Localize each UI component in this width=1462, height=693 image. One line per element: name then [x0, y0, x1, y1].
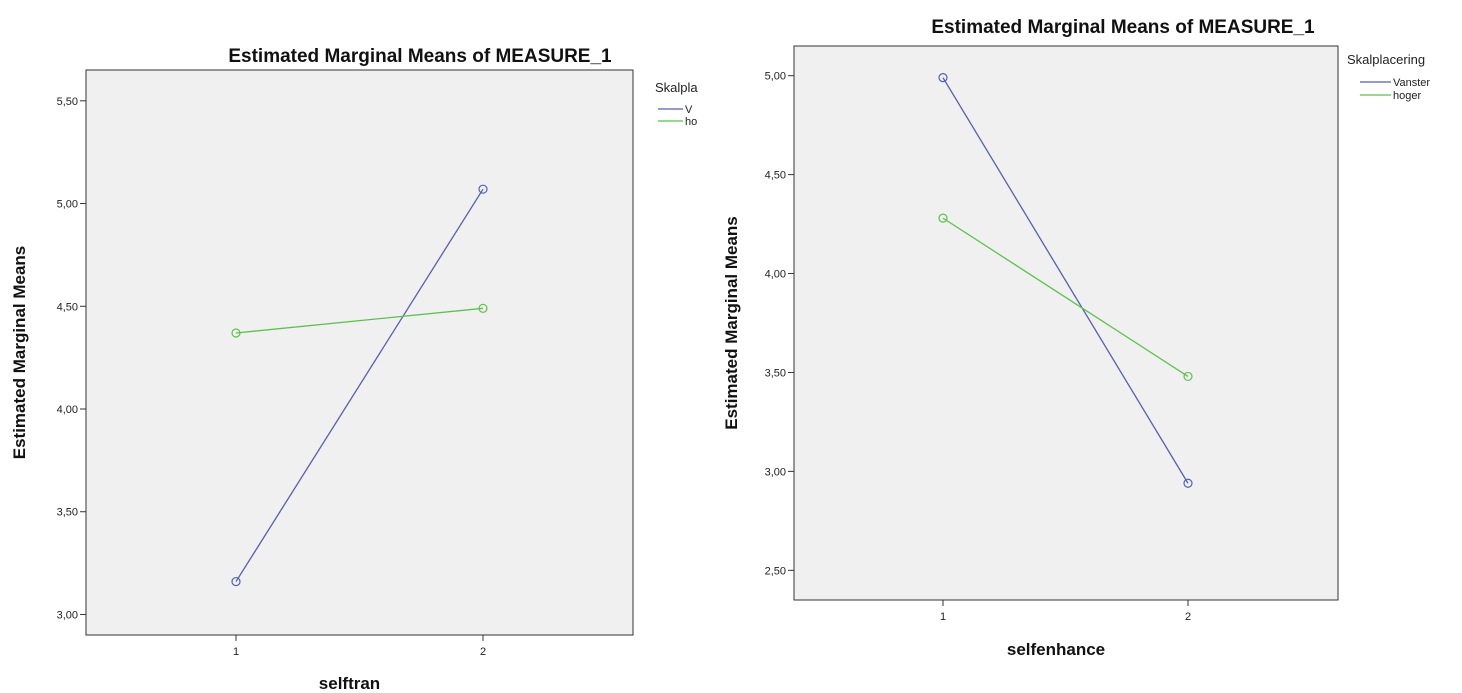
x-tick-label: 2	[480, 646, 486, 658]
data-point	[231, 576, 241, 587]
y-tick-label: 4,00	[57, 404, 78, 416]
y-tick-label: 5,00	[765, 71, 786, 83]
data-point	[938, 213, 948, 223]
y-tick-label: 3,50	[57, 507, 78, 519]
x-axis-title: selfenhance	[1007, 640, 1105, 659]
data-point	[231, 328, 241, 338]
legend: Skalpla Vho	[655, 80, 698, 128]
y-axis-title: Estimated Marginal Means	[10, 246, 29, 460]
x-axis-title: selftran	[319, 674, 380, 693]
series-line-2	[942, 217, 1189, 377]
y-tick-label: 4,50	[765, 170, 786, 182]
y-tick-label: 3,50	[765, 367, 786, 379]
data-point	[1183, 478, 1193, 488]
y-tick-label: 2,50	[765, 565, 786, 577]
data-point	[478, 303, 488, 313]
y-tick-label: 3,00	[765, 466, 786, 478]
legend-title: Skalplacering	[1347, 52, 1425, 67]
y-tick-label: 4,50	[57, 301, 78, 313]
y-tick-label: 5,00	[57, 199, 78, 211]
legend-label: Vanster	[1393, 77, 1430, 89]
series-line-1	[235, 188, 484, 582]
plot-area	[793, 45, 1339, 601]
series-line-1	[942, 77, 1189, 484]
x-tick-label: 1	[940, 611, 946, 623]
y-axis-title: Estimated Marginal Means	[722, 216, 741, 430]
legend-label: ho	[685, 116, 697, 128]
legend-label: V	[685, 104, 693, 116]
data-point	[938, 73, 948, 83]
chart-1: Estimated Marginal Means of MEASURE_1 3,0…	[10, 46, 698, 693]
y-tick-label: 3,00	[57, 609, 78, 621]
chart-title: Estimated Marginal Means of MEASURE_1	[228, 46, 612, 67]
legend-title: Skalpla	[655, 80, 698, 95]
legend-label: hoger	[1393, 90, 1421, 102]
x-tick-label: 1	[233, 646, 239, 658]
series-line-2	[235, 307, 484, 334]
plot-area	[85, 69, 634, 636]
data-point	[478, 184, 488, 194]
chart-title: Estimated Marginal Means of MEASURE_1	[931, 17, 1315, 38]
chart-2: Estimated Marginal Means of MEASURE_1 2,5…	[722, 17, 1430, 659]
x-tick-label: 2	[1185, 611, 1191, 623]
data-point	[1183, 371, 1193, 382]
y-tick-label: 4,00	[765, 269, 786, 281]
y-tick-label: 5,50	[57, 96, 78, 108]
